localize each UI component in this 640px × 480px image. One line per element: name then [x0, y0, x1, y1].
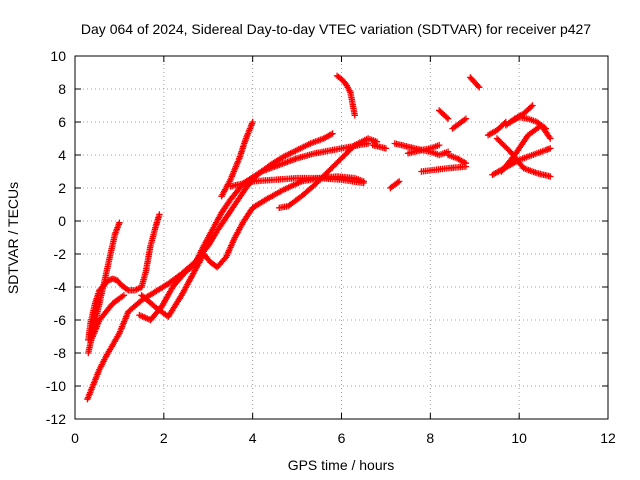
data-series — [369, 141, 390, 152]
data-point — [547, 135, 554, 142]
data-series — [333, 72, 358, 119]
data-point — [444, 115, 452, 122]
y-tick-label: 0 — [58, 213, 66, 229]
data-series — [467, 74, 483, 91]
data-point — [462, 115, 470, 122]
data-points — [84, 72, 554, 403]
y-tick-label: -6 — [54, 312, 67, 328]
data-point — [528, 103, 535, 110]
data-point — [443, 114, 450, 121]
x-tick-label: 4 — [249, 430, 257, 446]
y-tick-label: -8 — [54, 345, 67, 361]
y-tick-label: 6 — [58, 114, 66, 130]
grid-lines — [75, 56, 608, 419]
y-tick-label: 4 — [58, 147, 66, 163]
data-series — [387, 178, 403, 192]
y-axis-label: SDTVAR / TECUs — [5, 182, 21, 294]
x-tick-label: 8 — [426, 430, 434, 446]
x-tick-label: 12 — [600, 430, 616, 446]
x-tick-label: 2 — [160, 430, 168, 446]
data-point — [476, 84, 483, 91]
data-point — [529, 102, 536, 109]
y-tick-label: -4 — [54, 279, 67, 295]
data-point — [382, 145, 390, 152]
plot-frame — [74, 55, 609, 420]
x-tick-label: 6 — [338, 430, 346, 446]
data-series — [138, 211, 163, 291]
data-point — [462, 160, 470, 167]
y-tick-label: 10 — [50, 48, 66, 64]
data-point — [474, 82, 482, 90]
data-point — [120, 292, 128, 299]
y-tick-labels: -12 -10 -8 -6 -4 -2 0 2 4 6 8 10 — [46, 48, 66, 427]
x-tick-label: 10 — [511, 430, 527, 446]
data-point — [394, 179, 401, 186]
data-point — [249, 118, 256, 126]
data-series — [436, 107, 452, 122]
data-point — [116, 219, 123, 226]
x-tick-label: 0 — [71, 430, 79, 446]
chart-title: Day 064 of 2024, Sidereal Day-to-day VTE… — [81, 21, 591, 37]
data-point — [436, 141, 443, 149]
data-point — [329, 130, 336, 137]
data-series — [89, 292, 128, 340]
x-tick-labels: 0 2 4 6 8 10 12 — [71, 430, 616, 446]
data-point — [360, 179, 367, 187]
data-series — [276, 135, 381, 211]
y-tick-label: -10 — [46, 378, 66, 394]
data-point — [351, 112, 358, 119]
data-series — [444, 151, 470, 167]
data-series — [418, 163, 470, 175]
data-series — [449, 115, 470, 132]
y-tick-label: -2 — [54, 246, 67, 262]
data-point — [156, 211, 163, 218]
data-point — [547, 145, 554, 152]
data-series — [218, 118, 256, 200]
y-tick-label: 2 — [58, 180, 66, 196]
data-series — [138, 173, 367, 320]
data-point — [547, 173, 554, 180]
data-point — [542, 125, 549, 132]
data-series — [84, 130, 336, 403]
data-series — [136, 140, 372, 324]
data-point — [123, 286, 131, 293]
y-tick-label: -12 — [46, 411, 66, 427]
data-series — [507, 113, 549, 132]
data-series — [404, 146, 452, 159]
x-axis-label: GPS time / hours — [288, 457, 395, 473]
y-tick-label: 8 — [58, 81, 66, 97]
data-point — [396, 178, 403, 185]
